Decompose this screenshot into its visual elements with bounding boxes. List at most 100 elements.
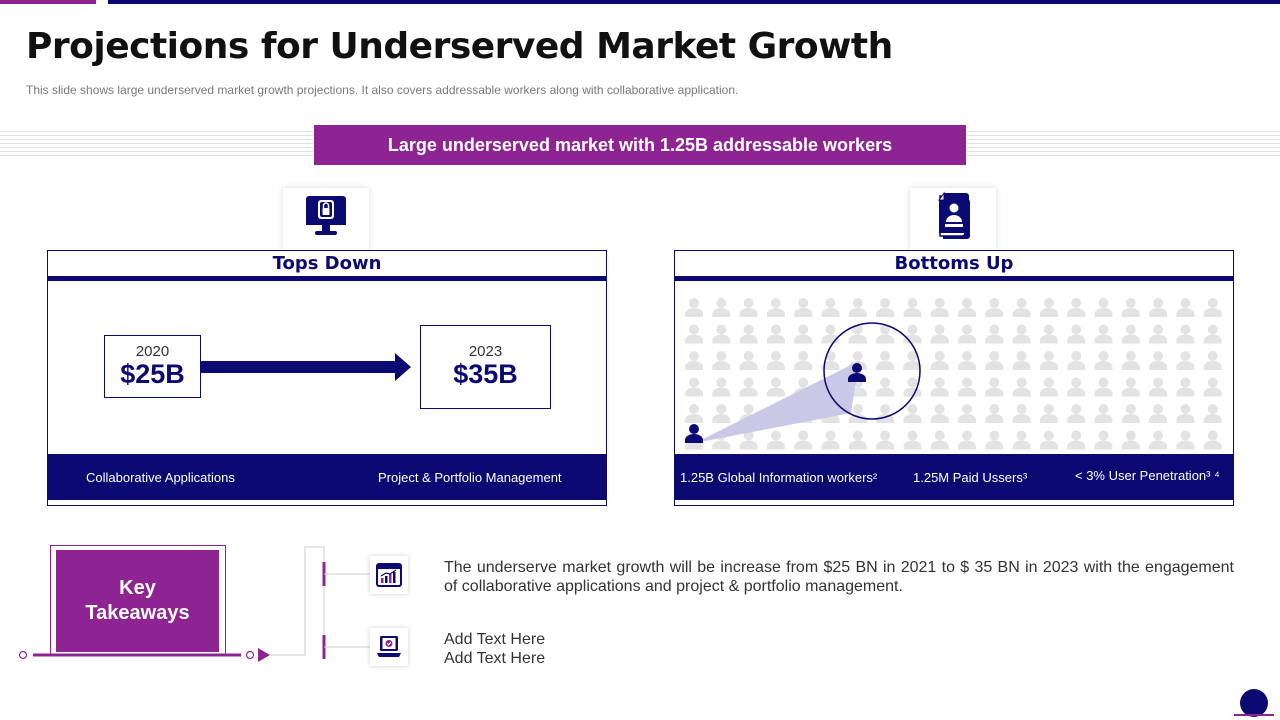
person-icon [930,298,949,317]
top-accent-bar-purple [0,0,96,4]
person-icon [1067,430,1086,450]
person-icon [712,351,731,370]
person-icon [1094,298,1113,317]
person-icon [985,324,1004,344]
person-icon [1176,298,1195,317]
page-title: Projections for Underserved Market Growt… [26,26,893,67]
bottoms-up-footer: 1.25B Global Information workers² 1.25M … [675,454,1233,500]
page-subtitle: This slide shows large underserved marke… [26,83,739,97]
person-icon [1203,430,1222,450]
person-icon [685,324,703,344]
person-icon [1176,351,1195,370]
takeaway-2-line1: Add Text Here [444,631,546,648]
year-box-2020: 2020 $25B [104,335,201,398]
person-icon [958,430,976,450]
corner-underline [1234,714,1274,716]
person-icon [712,404,731,423]
top-accent-bar-navy [108,0,1280,4]
person-icon [930,430,949,450]
bottoms-up-icon-tab [910,188,996,250]
person-icon [930,404,949,423]
person-icon [1203,404,1222,423]
person-icon [1149,351,1168,370]
headline-banner: Large underserved market with 1.25B addr… [314,125,966,165]
person-icon [930,324,949,344]
year-label-2023: 2023 [468,343,503,360]
source-person-icon [685,424,703,443]
person-icon [903,324,922,344]
footer-global-workers: 1.25B Global Information workers² [680,470,878,485]
person-icon [1039,298,1058,317]
takeaway-2-text: Add Text Here Add Text Here [444,630,545,668]
amount-2023: $35B [453,359,518,389]
person-icon [1203,351,1222,370]
person-icon [1012,324,1031,344]
person-icon [1067,298,1086,317]
person-icon [958,324,976,344]
person-icon [766,324,785,344]
person-icon [1012,377,1031,397]
year-box-2023: 2023 $35B [420,325,551,409]
footer-collaborative-applications: Collaborative Applications [86,470,235,485]
person-icon [766,351,785,370]
person-icon [1067,404,1086,423]
person-icon [766,377,785,397]
footer-paid-users: 1.25M Paid Ussers³ [913,470,1028,485]
person-icon [821,298,840,317]
person-icon [1012,351,1031,370]
key-takeaways-line2: Takeaways [85,602,190,624]
person-icon [685,298,703,317]
person-icon [685,351,703,370]
zoom-circle [823,322,921,420]
person-icon [1149,430,1168,450]
person-icon [958,377,976,397]
person-icon [903,298,922,317]
person-icon [1121,324,1140,344]
person-icon [1094,377,1113,397]
person-icon [1121,404,1140,423]
person-icon [739,377,758,397]
person-icon [1094,351,1113,370]
person-icon [685,404,703,423]
person-icon [1094,404,1113,423]
person-icon [821,430,840,450]
person-icon [1012,404,1031,423]
person-icon [1039,404,1058,423]
person-icon [1203,324,1222,344]
person-icon [958,351,976,370]
person-icon [930,351,949,370]
person-icon [958,404,976,423]
person-icon [821,324,840,344]
person-icon [794,324,813,344]
monitor-lock-icon [306,196,346,235]
person-icon [958,298,976,317]
tops-down-title: Tops Down [48,251,606,281]
person-icon [985,298,1004,317]
person-icon [794,430,813,450]
person-icon [985,430,1004,450]
person-icon [1203,298,1222,317]
person-icon [1176,324,1195,344]
takeaway-1-icon-box [370,556,408,594]
tops-down-panel: Tops Down 2020 $25B 2023 $35B Collaborat… [47,250,607,506]
person-icon [739,351,758,370]
person-icon [1149,298,1168,317]
footer-user-penetration: < 3% User Penetration³ ⁴ [1075,468,1220,483]
person-icon [712,377,731,397]
person-icon [985,351,1004,370]
person-icon [1094,324,1113,344]
person-icon [739,324,758,344]
person-icon [712,324,731,344]
person-icon [1121,430,1140,450]
person-icon [794,298,813,317]
footer-project-portfolio: Project & Portfolio Management [378,470,562,485]
tops-down-icon-tab [283,188,369,250]
person-icon [876,404,895,423]
year-label-2020: 2020 [135,343,170,360]
person-icon [1067,324,1086,344]
tops-down-footer: Collaborative Applications Project & Por… [48,454,606,500]
corner-dot [1240,689,1268,717]
person-icon [876,430,895,450]
person-icon [1203,377,1222,397]
person-icon [930,377,949,397]
